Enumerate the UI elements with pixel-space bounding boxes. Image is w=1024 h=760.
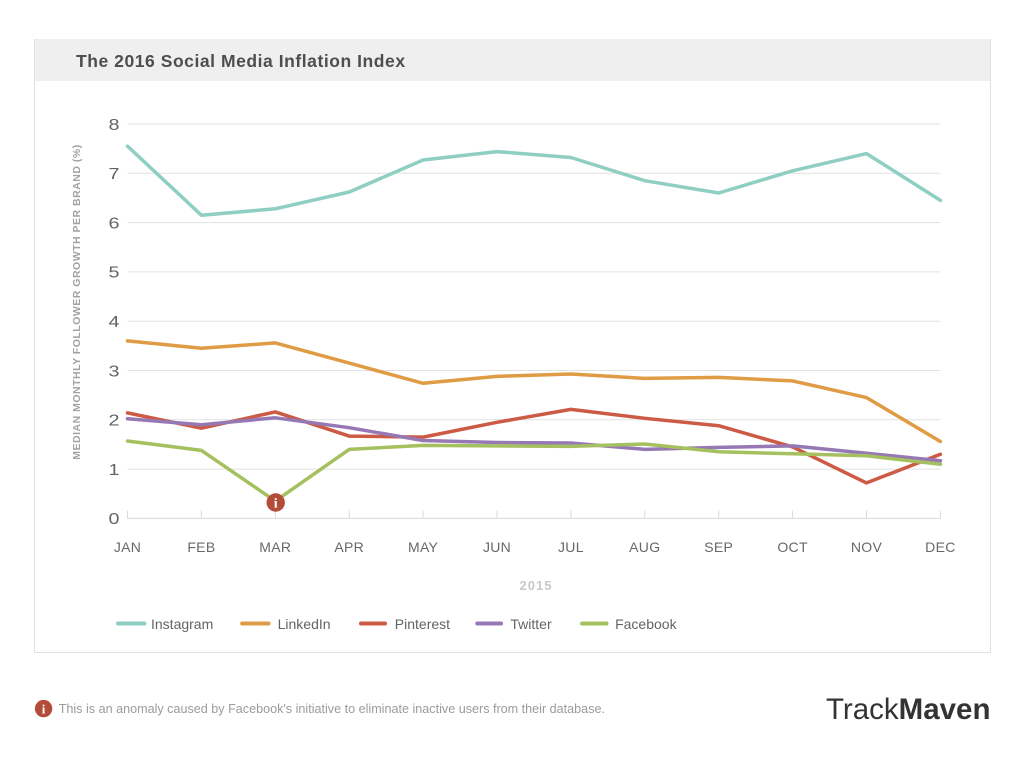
svg-text:0: 0 — [109, 511, 120, 528]
svg-text:i: i — [274, 497, 278, 512]
svg-text:TrackMaven: TrackMaven — [826, 693, 990, 726]
svg-text:FEB: FEB — [187, 539, 215, 555]
svg-text:1: 1 — [109, 462, 120, 479]
svg-text:i: i — [42, 701, 46, 716]
svg-text:JUN: JUN — [483, 539, 511, 555]
svg-text:MAR: MAR — [259, 539, 291, 555]
svg-text:3: 3 — [109, 363, 120, 380]
svg-text:5: 5 — [109, 265, 120, 282]
svg-text:SEP: SEP — [704, 539, 733, 555]
svg-text:7: 7 — [109, 166, 120, 183]
svg-text:Pinterest: Pinterest — [395, 616, 450, 632]
svg-text:OCT: OCT — [777, 539, 808, 555]
svg-text:AUG: AUG — [629, 539, 660, 555]
svg-text:MAY: MAY — [408, 539, 439, 555]
svg-text:2015: 2015 — [520, 578, 553, 593]
svg-text:NOV: NOV — [851, 539, 883, 555]
svg-text:4: 4 — [109, 314, 120, 331]
svg-text:DEC: DEC — [925, 539, 955, 555]
svg-text:2: 2 — [109, 413, 120, 430]
svg-text:JUL: JUL — [558, 539, 584, 555]
svg-text:JAN: JAN — [114, 539, 141, 555]
svg-text:Instagram: Instagram — [151, 616, 213, 632]
svg-text:6: 6 — [109, 215, 120, 232]
svg-text:8: 8 — [109, 117, 120, 134]
svg-text:MEDIAN MONTHLY FOLLOWER GROWTH: MEDIAN MONTHLY FOLLOWER GROWTH PER BRAND… — [71, 144, 83, 459]
svg-text:LinkedIn: LinkedIn — [278, 616, 331, 632]
svg-text:APR: APR — [334, 539, 364, 555]
svg-text:Twitter: Twitter — [510, 616, 552, 632]
svg-text:This is an anomaly caused by F: This is an anomaly caused by Facebook's … — [59, 702, 605, 716]
svg-text:The 2016 Social Media Inflatio: The 2016 Social Media Inflation Index — [76, 51, 406, 71]
svg-text:Facebook: Facebook — [615, 616, 677, 632]
